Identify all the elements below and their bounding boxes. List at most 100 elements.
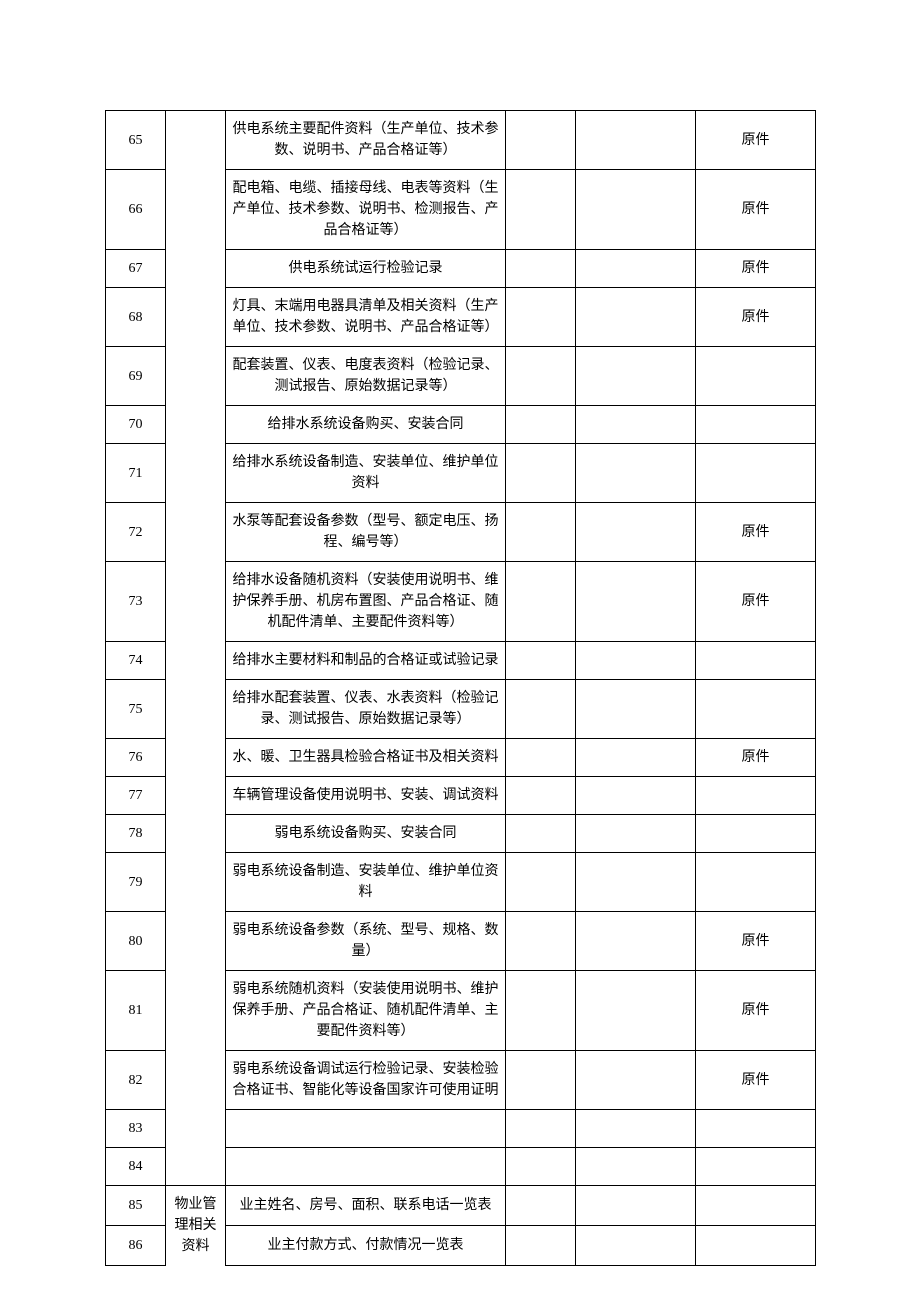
note-cell: 原件: [696, 971, 816, 1051]
blank-cell-5: [576, 406, 696, 444]
blank-cell-5: [576, 288, 696, 347]
description-cell: 水泵等配套设备参数（型号、额定电压、扬程、编号等）: [226, 503, 506, 562]
blank-cell-4: [506, 739, 576, 777]
blank-cell-5: [576, 815, 696, 853]
note-cell: 原件: [696, 1051, 816, 1110]
blank-cell-4: [506, 347, 576, 406]
note-cell: [696, 1225, 816, 1265]
description-cell: 弱电系统设备制造、安装单位、维护单位资料: [226, 853, 506, 912]
blank-cell-5: [576, 170, 696, 250]
blank-cell-5: [576, 642, 696, 680]
description-cell: 水、暖、卫生器具检验合格证书及相关资料: [226, 739, 506, 777]
row-number: 65: [106, 111, 166, 170]
description-cell: 给排水系统设备购买、安装合同: [226, 406, 506, 444]
row-number: 79: [106, 853, 166, 912]
blank-cell-4: [506, 111, 576, 170]
note-cell: 原件: [696, 111, 816, 170]
blank-cell-5: [576, 739, 696, 777]
row-number: 85: [106, 1186, 166, 1226]
row-number: 86: [106, 1225, 166, 1265]
note-cell: 原件: [696, 288, 816, 347]
blank-cell-4: [506, 815, 576, 853]
blank-cell-5: [576, 1051, 696, 1110]
description-cell: 供电系统试运行检验记录: [226, 250, 506, 288]
blank-cell-5: [576, 503, 696, 562]
description-cell: [226, 1110, 506, 1148]
row-number: 76: [106, 739, 166, 777]
note-cell: 原件: [696, 912, 816, 971]
blank-cell-5: [576, 1148, 696, 1186]
blank-cell-4: [506, 912, 576, 971]
blank-cell-4: [506, 250, 576, 288]
note-cell: 原件: [696, 739, 816, 777]
blank-cell-4: [506, 503, 576, 562]
row-number: 83: [106, 1110, 166, 1148]
description-cell: 给排水设备随机资料（安装使用说明书、维护保养手册、机房布置图、产品合格证、随机配…: [226, 562, 506, 642]
blank-cell-4: [506, 406, 576, 444]
blank-cell-4: [506, 1186, 576, 1226]
description-cell: 给排水系统设备制造、安装单位、维护单位资料: [226, 444, 506, 503]
note-cell: [696, 680, 816, 739]
note-cell: [696, 777, 816, 815]
blank-cell-5: [576, 680, 696, 739]
note-cell: 原件: [696, 562, 816, 642]
note-cell: [696, 444, 816, 503]
document-table: 65 供电系统主要配件资料（生产单位、技术参数、说明书、产品合格证等） 原件 66 配电…: [105, 110, 816, 1266]
blank-cell-4: [506, 288, 576, 347]
category-cell: [166, 111, 226, 1186]
note-cell: [696, 815, 816, 853]
note-cell: [696, 853, 816, 912]
row-number: 70: [106, 406, 166, 444]
row-number: 80: [106, 912, 166, 971]
blank-cell-4: [506, 853, 576, 912]
row-number: 75: [106, 680, 166, 739]
blank-cell-4: [506, 170, 576, 250]
blank-cell-5: [576, 1186, 696, 1226]
note-cell: [696, 1186, 816, 1226]
row-number: 74: [106, 642, 166, 680]
row-number: 66: [106, 170, 166, 250]
description-cell: 给排水主要材料和制品的合格证或试验记录: [226, 642, 506, 680]
description-cell: 供电系统主要配件资料（生产单位、技术参数、说明书、产品合格证等）: [226, 111, 506, 170]
blank-cell-4: [506, 777, 576, 815]
blank-cell-5: [576, 971, 696, 1051]
description-cell: 弱电系统设备购买、安装合同: [226, 815, 506, 853]
blank-cell-4: [506, 562, 576, 642]
row-number: 69: [106, 347, 166, 406]
row-number: 67: [106, 250, 166, 288]
note-cell: [696, 1148, 816, 1186]
blank-cell-5: [576, 111, 696, 170]
blank-cell-4: [506, 971, 576, 1051]
blank-cell-4: [506, 642, 576, 680]
note-cell: 原件: [696, 503, 816, 562]
row-number: 68: [106, 288, 166, 347]
description-cell: 弱电系统设备调试运行检验记录、安装检验合格证书、智能化等设备国家许可使用证明: [226, 1051, 506, 1110]
note-cell: 原件: [696, 170, 816, 250]
blank-cell-5: [576, 1225, 696, 1265]
row-number: 73: [106, 562, 166, 642]
description-cell: 配电箱、电缆、插接母线、电表等资料（生产单位、技术参数、说明书、检测报告、产品合…: [226, 170, 506, 250]
description-cell: 业主付款方式、付款情况一览表: [226, 1225, 506, 1265]
category-cell: 物业管理相关资料: [166, 1186, 226, 1266]
blank-cell-4: [506, 1110, 576, 1148]
table-row: 65 供电系统主要配件资料（生产单位、技术参数、说明书、产品合格证等） 原件: [106, 111, 816, 170]
blank-cell-5: [576, 853, 696, 912]
row-number: 78: [106, 815, 166, 853]
blank-cell-5: [576, 347, 696, 406]
row-number: 81: [106, 971, 166, 1051]
category-label: 物业管理相关资料: [175, 1197, 217, 1254]
description-cell: 给排水配套装置、仪表、水表资料（检验记录、测试报告、原始数据记录等）: [226, 680, 506, 739]
description-cell: [226, 1148, 506, 1186]
blank-cell-4: [506, 680, 576, 739]
description-cell: 灯具、末端用电器具清单及相关资料（生产单位、技术参数、说明书、产品合格证等）: [226, 288, 506, 347]
description-cell: 业主姓名、房号、面积、联系电话一览表: [226, 1186, 506, 1226]
row-number: 84: [106, 1148, 166, 1186]
blank-cell-4: [506, 444, 576, 503]
note-cell: [696, 406, 816, 444]
blank-cell-5: [576, 777, 696, 815]
row-number: 71: [106, 444, 166, 503]
table-row: 85物业管理相关资料业主姓名、房号、面积、联系电话一览表: [106, 1186, 816, 1226]
blank-cell-4: [506, 1051, 576, 1110]
blank-cell-5: [576, 250, 696, 288]
description-cell: 车辆管理设备使用说明书、安装、调试资料: [226, 777, 506, 815]
